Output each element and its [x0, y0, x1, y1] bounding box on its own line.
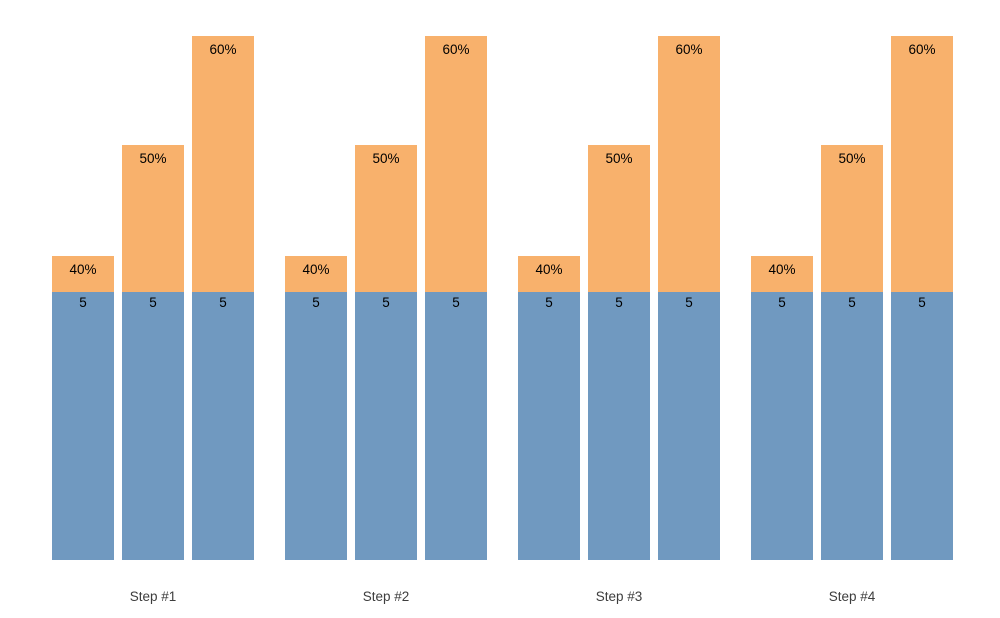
- category-label: Step #2: [362, 589, 410, 604]
- rate-label: 40%: [768, 262, 796, 277]
- rate-label: 50%: [605, 151, 633, 166]
- bar: 40% 5: [518, 256, 580, 560]
- rate-label: 40%: [69, 262, 97, 277]
- rate-label: 60%: [209, 42, 237, 57]
- bar: 60% 5: [425, 36, 487, 560]
- bar: 60% 5: [192, 36, 254, 560]
- rate-label: 50%: [838, 151, 866, 166]
- base-label: 5: [382, 295, 390, 310]
- base-label: 5: [452, 295, 460, 310]
- bar: 60% 5: [658, 36, 720, 560]
- base-label: 5: [79, 295, 87, 310]
- base-segment: 5: [285, 292, 347, 560]
- rate-label: 60%: [442, 42, 470, 57]
- rate-label: 50%: [139, 151, 167, 166]
- base-segment: 5: [751, 292, 813, 560]
- base-segment: 5: [52, 292, 114, 560]
- bar: 50% 5: [122, 145, 184, 560]
- rate-label: 40%: [535, 262, 563, 277]
- base-label: 5: [545, 295, 553, 310]
- bar: 50% 5: [355, 145, 417, 560]
- base-segment: 5: [821, 292, 883, 560]
- base-segment: 5: [658, 292, 720, 560]
- rate-segment: 40%: [751, 256, 813, 292]
- base-label: 5: [149, 295, 157, 310]
- base-label: 5: [918, 295, 926, 310]
- rate-segment: 60%: [658, 36, 720, 292]
- rate-segment: 40%: [52, 256, 114, 292]
- bar: 40% 5: [751, 256, 813, 560]
- rate-label: 60%: [675, 42, 703, 57]
- rate-label: 60%: [908, 42, 936, 57]
- base-segment: 5: [425, 292, 487, 560]
- base-segment: 5: [518, 292, 580, 560]
- category-label: Step #1: [129, 589, 177, 604]
- base-label: 5: [778, 295, 786, 310]
- category-label: Step #4: [828, 589, 876, 604]
- bar: 40% 5: [285, 256, 347, 560]
- rate-segment: 40%: [285, 256, 347, 292]
- base-label: 5: [615, 295, 623, 310]
- bar: 50% 5: [588, 145, 650, 560]
- bar: 60% 5: [891, 36, 953, 560]
- rate-label: 50%: [372, 151, 400, 166]
- base-segment: 5: [122, 292, 184, 560]
- rate-segment: 40%: [518, 256, 580, 292]
- rate-segment: 60%: [891, 36, 953, 292]
- category-label: Step #3: [595, 589, 643, 604]
- rate-segment: 50%: [588, 145, 650, 292]
- base-segment: 5: [588, 292, 650, 560]
- base-label: 5: [685, 295, 693, 310]
- base-label: 5: [219, 295, 227, 310]
- rate-segment: 50%: [122, 145, 184, 292]
- base-label: 5: [848, 295, 856, 310]
- rate-label: 40%: [302, 262, 330, 277]
- rate-segment: 50%: [355, 145, 417, 292]
- base-segment: 5: [355, 292, 417, 560]
- rate-segment: 60%: [425, 36, 487, 292]
- rate-segment: 50%: [821, 145, 883, 292]
- bar: 40% 5: [52, 256, 114, 560]
- base-segment: 5: [891, 292, 953, 560]
- base-segment: 5: [192, 292, 254, 560]
- bar: 50% 5: [821, 145, 883, 560]
- base-label: 5: [312, 295, 320, 310]
- rate-segment: 60%: [192, 36, 254, 292]
